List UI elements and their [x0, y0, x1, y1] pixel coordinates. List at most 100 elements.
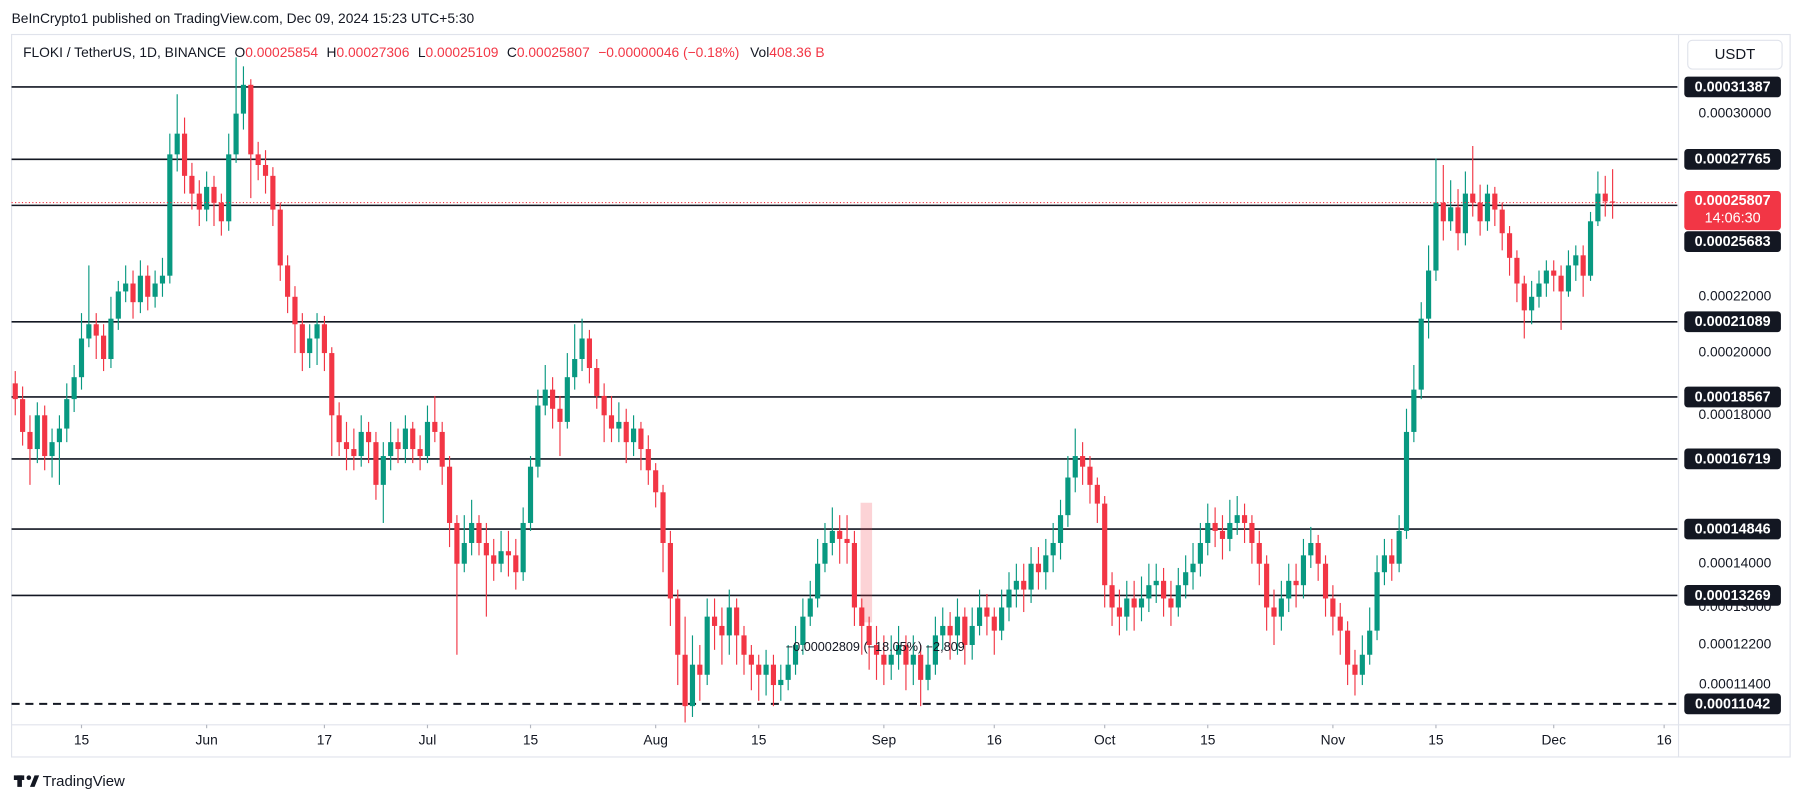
- x-tick-label: 15: [74, 733, 90, 748]
- level-label-box: [1684, 693, 1781, 715]
- candle-body: [1205, 522, 1211, 543]
- candle-body: [78, 338, 85, 378]
- candle-body: [1506, 233, 1513, 258]
- candle-body: [1396, 530, 1402, 564]
- candle-body: [1116, 607, 1122, 617]
- candle-body: [1080, 456, 1086, 467]
- candle-body: [903, 644, 909, 665]
- candle-body: [1330, 598, 1336, 617]
- candle-body: [1521, 283, 1527, 311]
- candle-body: [1035, 563, 1042, 573]
- candle-body: [1057, 515, 1064, 543]
- candle-body: [1565, 265, 1572, 292]
- candle-body: [1455, 207, 1461, 234]
- currency-button[interactable]: [1687, 39, 1783, 70]
- legend-header: FLOKI / TetherUS, 1D, BINANCE O0.0002585…: [23, 45, 824, 60]
- low-label: L: [418, 45, 426, 60]
- x-tick-label: 15: [1428, 733, 1444, 748]
- x-tick-label: Oct: [1094, 733, 1116, 748]
- candle-body: [1190, 563, 1196, 573]
- candle-body: [1529, 296, 1535, 311]
- candle-body: [1536, 283, 1542, 297]
- level-label-box: [1684, 76, 1781, 98]
- candle-body: [1440, 202, 1446, 222]
- level-label-box: [1684, 448, 1781, 470]
- x-tick-label: Sep: [872, 733, 897, 748]
- candle-body: [505, 551, 512, 556]
- candle-body: [1219, 530, 1226, 539]
- x-tick-label: Nov: [1321, 733, 1346, 748]
- candle-body: [1300, 555, 1307, 586]
- candle-body: [321, 324, 327, 354]
- candle-body: [130, 283, 136, 303]
- candle-body: [1558, 275, 1564, 292]
- candle-body: [947, 625, 953, 636]
- candle-body: [1580, 255, 1586, 276]
- candle-body: [1610, 201, 1616, 203]
- level-label-box: [1684, 231, 1781, 252]
- candle-body: [1492, 193, 1498, 210]
- candle-body: [211, 186, 217, 203]
- candle-body: [1256, 542, 1262, 564]
- x-tick-label: 15: [523, 733, 539, 748]
- candle-body: [1278, 598, 1284, 617]
- candle-body: [1573, 255, 1579, 266]
- candle-body: [395, 442, 401, 450]
- candle-body: [1411, 389, 1417, 432]
- candle-body: [748, 654, 754, 665]
- candle-body: [145, 275, 151, 297]
- candle-body: [1602, 193, 1608, 202]
- candle-body: [167, 154, 173, 276]
- logo-part: [17, 775, 22, 787]
- candle-body: [815, 563, 821, 599]
- candle-body: [1212, 522, 1218, 531]
- candle-body: [527, 466, 534, 523]
- candle-body: [410, 428, 416, 450]
- x-tick-label: Jul: [419, 733, 437, 748]
- open-label: O: [234, 45, 245, 60]
- candle-body: [1021, 580, 1027, 590]
- level-label: 0.00025683: [1695, 234, 1771, 250]
- candle-body: [1264, 563, 1270, 608]
- candle-body: [1359, 654, 1365, 675]
- candle-body: [925, 664, 931, 680]
- candle-body: [255, 154, 261, 166]
- candle-body: [822, 542, 828, 564]
- candle-body: [446, 466, 453, 523]
- candle-body: [763, 664, 769, 675]
- candle-body: [572, 359, 578, 378]
- candle-body: [498, 551, 504, 564]
- candle-body: [520, 522, 526, 573]
- candle-body: [741, 635, 747, 655]
- candle-body: [71, 377, 77, 400]
- currency[interactable]: USDT: [1715, 46, 1756, 63]
- candle-body: [1470, 193, 1476, 203]
- level-label: 0.00014846: [1695, 521, 1771, 537]
- candle-body: [343, 442, 350, 450]
- candle-body: [329, 353, 335, 416]
- candle-body: [336, 415, 342, 443]
- candle-body: [12, 383, 18, 400]
- candle-body: [476, 522, 482, 543]
- y-tick-label: 0.00012200: [1698, 637, 1771, 652]
- y-tick-label: 0.00014000: [1698, 555, 1771, 570]
- candle-body: [1153, 580, 1159, 586]
- levels: [11, 86, 1678, 705]
- candle-body: [218, 202, 224, 222]
- candle-body: [542, 389, 548, 406]
- countdown: 14:06:30: [1705, 210, 1761, 226]
- candle-body: [1322, 563, 1329, 599]
- change-value: −0.00000046 (−0.18%): [598, 45, 739, 60]
- candle-body: [1448, 207, 1454, 222]
- candle-body: [631, 428, 637, 443]
- candle-body: [424, 421, 431, 457]
- candle-body: [469, 522, 475, 543]
- level-label-box: [1684, 386, 1781, 408]
- candle-body: [954, 616, 961, 636]
- candle-body: [829, 530, 835, 543]
- level-label: 0.00021089: [1695, 314, 1771, 330]
- candle-body: [196, 193, 202, 210]
